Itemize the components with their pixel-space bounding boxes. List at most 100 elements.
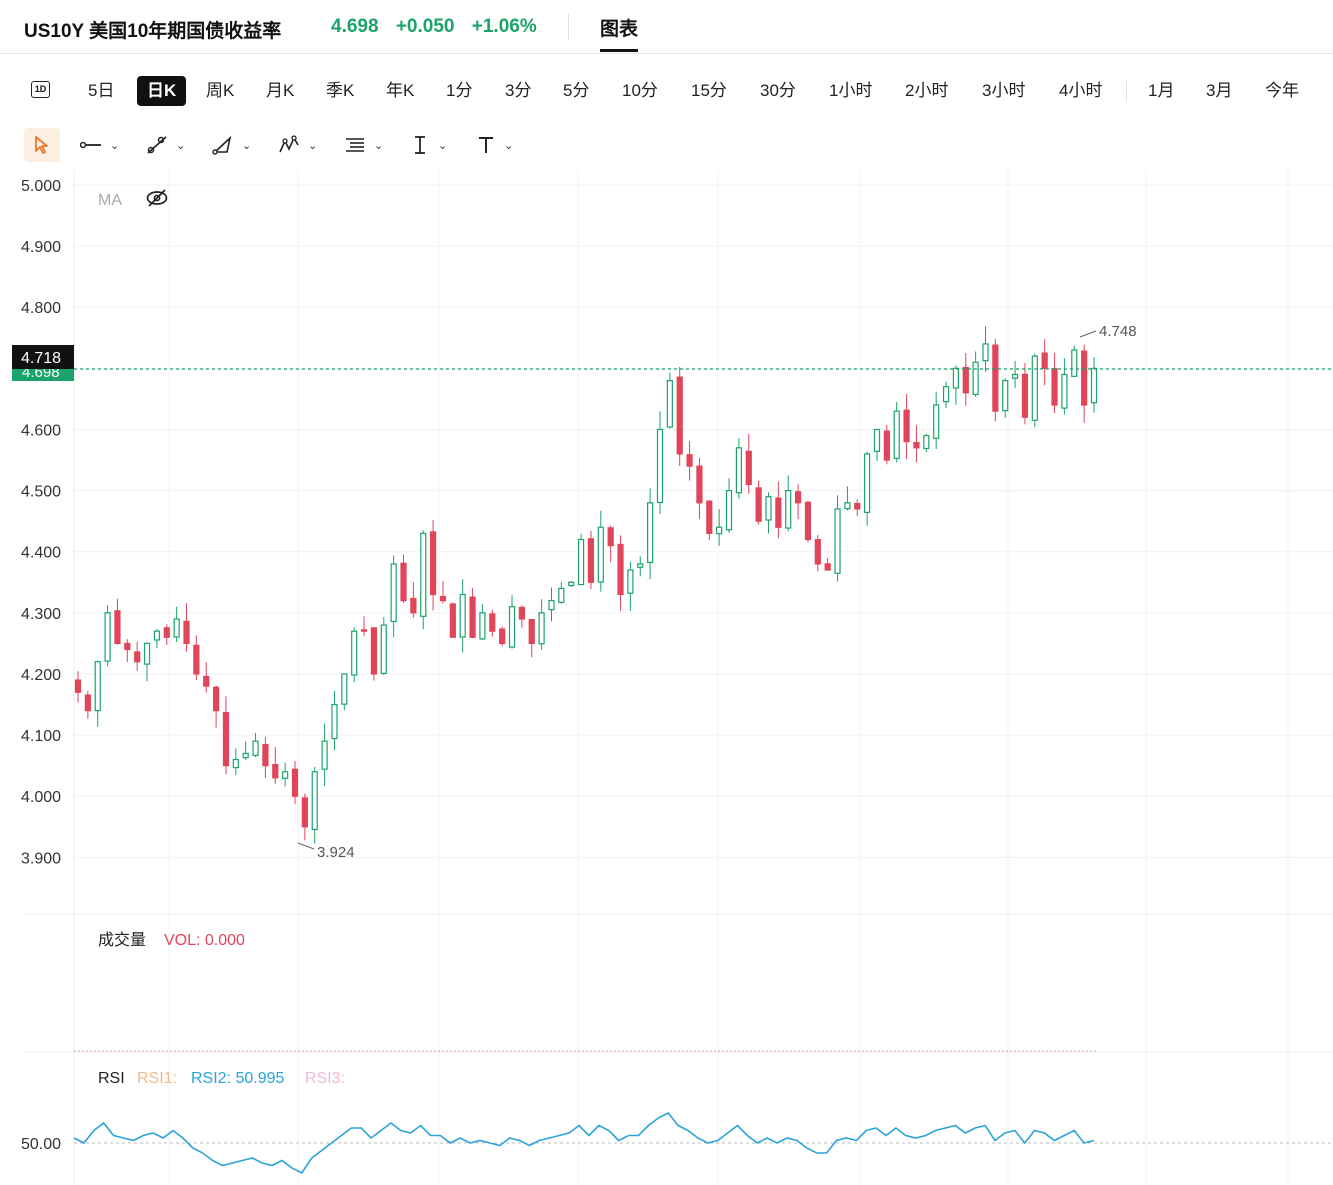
period-6[interactable]: 1分 [446, 81, 473, 100]
low-annotation: 3.924 [317, 844, 355, 861]
tab-chart[interactable]: 图表 [600, 19, 639, 40]
candle-body [74, 679, 82, 693]
candle-body [873, 428, 881, 452]
candle-body [1021, 373, 1029, 418]
crosshair-price-text: 4.718 [21, 350, 61, 367]
chevron-down-icon: ⌄ [504, 139, 514, 152]
candle-body [1061, 373, 1068, 409]
text-cursor-tool[interactable]: ⌄ [410, 128, 447, 162]
candle-body [903, 409, 910, 443]
period-12[interactable]: 1小时 [829, 81, 873, 100]
period-13[interactable]: 2小时 [905, 81, 949, 100]
candle-body [686, 454, 693, 467]
candle-body [380, 624, 387, 674]
period-2[interactable]: 周K [206, 81, 235, 100]
period-9[interactable]: 10分 [622, 81, 658, 100]
chevron-down-icon: ⌄ [110, 139, 120, 152]
period-0[interactable]: 5日 [88, 81, 115, 100]
candle-body [1051, 368, 1058, 406]
period-5[interactable]: 年K [386, 81, 415, 100]
candle-body [1041, 352, 1048, 369]
chart-canvas[interactable]: 5.000 4.900 4.800 4.600 4.500 4.400 4.300 4.200… [0, 170, 1333, 1185]
period-3[interactable]: 月K [266, 81, 295, 100]
candle-body [193, 644, 200, 675]
pattern-tool[interactable]: ⌄ [278, 128, 317, 162]
period-18[interactable]: 今年 [1265, 81, 1299, 100]
price-tick: 4.200 [21, 667, 61, 684]
period-17[interactable]: 3月 [1206, 81, 1233, 100]
candle-body [311, 771, 318, 831]
candle-body [528, 618, 535, 644]
candle-body [518, 606, 525, 620]
candle-body [706, 500, 713, 534]
candle-body [627, 569, 634, 594]
candle-body [804, 501, 812, 541]
period-16[interactable]: 1月 [1148, 81, 1175, 100]
candle-body [173, 618, 180, 638]
period-7[interactable]: 3分 [505, 81, 532, 100]
text-tool[interactable]: ⌄ [476, 128, 513, 162]
candle-body [607, 527, 614, 547]
candles [74, 326, 1098, 844]
candle-body [755, 487, 762, 522]
candle-body [1081, 350, 1088, 406]
candle-body [794, 491, 802, 504]
candle-body [351, 630, 358, 676]
cursor-tool[interactable] [24, 128, 60, 162]
line-tool[interactable]: ⌄ [80, 128, 119, 162]
candle-body [232, 758, 239, 769]
candle-body [430, 531, 437, 596]
period-1[interactable]: 日K [137, 76, 187, 106]
ray-tool[interactable]: ⌄ [146, 128, 185, 162]
candle-body [913, 441, 920, 449]
eye-off-icon[interactable] [146, 189, 168, 207]
candle-body [577, 538, 585, 586]
candle-body [785, 490, 792, 529]
candle-body [933, 404, 940, 439]
high-annotation-line [1079, 330, 1097, 338]
candle-body [765, 496, 772, 521]
quote: 4.698 +0.050 +1.06% [331, 16, 549, 38]
high-annotation: 4.748 [1099, 323, 1137, 340]
candle-body [1011, 373, 1019, 379]
chevron-down-icon: ⌄ [438, 139, 448, 152]
candle-body [84, 694, 91, 712]
candle-body [923, 434, 930, 450]
candle-body [775, 497, 782, 528]
candle-body [1002, 379, 1009, 412]
period-11[interactable]: 30分 [760, 81, 796, 100]
candle-body [291, 768, 299, 797]
intraday-icon[interactable]: 1D [31, 81, 50, 98]
candle-body [410, 597, 417, 614]
candle-body [272, 763, 279, 779]
period-15[interactable]: 4小时 [1059, 81, 1103, 100]
candle-body [390, 563, 397, 623]
candle-body [745, 450, 752, 486]
period-8[interactable]: 5分 [563, 81, 590, 100]
candle-body [942, 386, 950, 403]
candle-body [1090, 367, 1098, 404]
candle-body [262, 743, 269, 767]
candle-body [459, 593, 466, 638]
period-divider [1126, 81, 1127, 101]
triangle-tool[interactable]: ⌄ [212, 128, 251, 162]
ray-tool-icon [147, 136, 167, 154]
period-10[interactable]: 15分 [691, 81, 727, 100]
rsi3-label: RSI3: [305, 1070, 345, 1087]
candle-body [893, 410, 900, 459]
volume-value: VOL: 0.000 [164, 932, 245, 949]
candle-body [666, 379, 673, 428]
period-4[interactable]: 季K [326, 81, 355, 100]
candle-body [587, 538, 595, 583]
ma-label: MA [98, 192, 122, 209]
chart-grid [73, 170, 1333, 1185]
candle-body [962, 366, 969, 394]
volume-title: 成交量 [98, 931, 146, 949]
fib-tool[interactable]: ⌄ [344, 128, 383, 162]
period-14[interactable]: 3小时 [982, 81, 1026, 100]
candle-body [844, 502, 851, 510]
candle-body [597, 526, 604, 583]
candle-body [676, 376, 683, 455]
candle-body [972, 361, 979, 396]
price-tick: 4.100 [21, 728, 61, 745]
